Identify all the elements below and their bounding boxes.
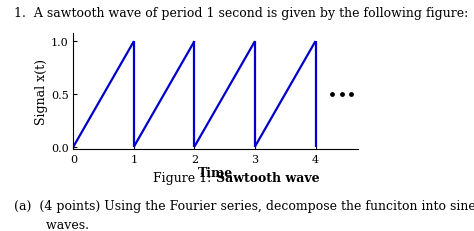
Text: (a)  (4 points) Using the Fourier series, decompose the funciton into sine and c: (a) (4 points) Using the Fourier series,… [14,199,474,212]
Text: Figure 1:: Figure 1: [154,171,216,184]
X-axis label: Time: Time [198,167,233,179]
Y-axis label: Signal x(t): Signal x(t) [35,58,48,124]
Text: waves.: waves. [14,218,89,231]
Text: 1.  A sawtooth wave of period 1 second is given by the following figure:: 1. A sawtooth wave of period 1 second is… [14,7,468,20]
Text: Sawtooth wave: Sawtooth wave [216,171,319,184]
